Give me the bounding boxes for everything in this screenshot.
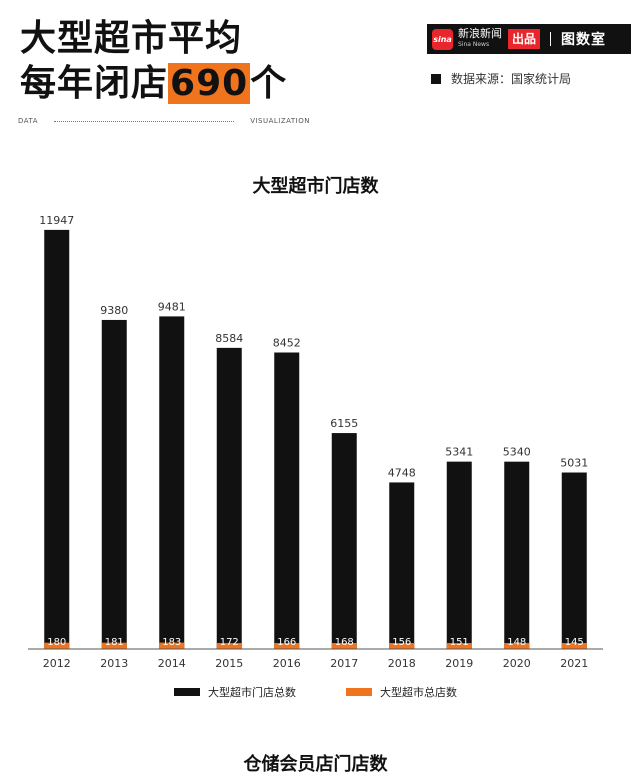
bar-closed-2014 [159, 642, 185, 649]
x-tick-2015: 2015 [215, 657, 243, 670]
data-label-closed-2021: 145 [565, 637, 584, 648]
data-label-total-2018: 4748 [388, 466, 416, 479]
bar-total-2020 [504, 461, 530, 649]
bar-total-2013 [101, 319, 127, 649]
data-label-total-2017: 6155 [330, 417, 358, 430]
sina-brand-en: Sina News [458, 41, 490, 48]
bar-closed-2012 [44, 642, 70, 649]
bar-total-2014 [159, 316, 185, 649]
headline-suffix: 个 [250, 63, 288, 104]
data-label-total-2015: 8584 [215, 332, 243, 345]
bar-total-2019 [446, 461, 472, 649]
data-label-closed-2013: 181 [105, 637, 124, 648]
headline-highlight-number: 690 [168, 63, 251, 104]
bar-closed-2015 [216, 642, 242, 649]
brand-bar: sina 新浪新闻 Sina News 出品 图数室 [427, 24, 631, 54]
legend-swatch-total [174, 688, 200, 696]
headline-prefix: 每年闭店 [20, 63, 169, 104]
bar-closed-2016 [274, 643, 300, 649]
headline-line-2: 每年闭店690个 [20, 61, 287, 106]
data-label-total-2020: 5340 [503, 446, 531, 459]
tag-visualization: VISUALIZATION [250, 117, 310, 125]
bar-closed-2018 [389, 643, 415, 649]
legend-swatch-closed [346, 688, 372, 696]
bar-closed-2013 [101, 642, 127, 649]
chart-title: 大型超市门店数 [252, 176, 379, 197]
legend-label-closed: 大型超市总店数 [380, 686, 457, 699]
x-tick-2018: 2018 [388, 657, 416, 670]
sina-brand-text: 新浪新闻 Sina News [458, 28, 502, 50]
next-chart-title: 仓储会员店门店数 [243, 754, 388, 775]
chupin-badge: 出品 [508, 29, 541, 49]
data-label-total-2012: 11947 [39, 214, 74, 227]
data-label-total-2014: 9481 [158, 300, 186, 313]
x-tick-2016: 2016 [273, 657, 301, 670]
bar-closed-2020 [504, 643, 530, 649]
tag-row: DATA VISUALIZATION [18, 117, 310, 127]
legend-label-total: 大型超市门店总数 [208, 686, 296, 699]
data-label-closed-2018: 156 [392, 637, 411, 648]
legend-item-total: 大型超市门店总数 [174, 684, 296, 700]
x-tick-2017: 2017 [330, 657, 358, 670]
bar-closed-2017 [331, 643, 357, 649]
data-label-closed-2020: 148 [507, 637, 526, 648]
data-label-closed-2019: 151 [450, 637, 469, 648]
data-label-closed-2014: 183 [162, 637, 181, 648]
legend-item-closed: 大型超市总店数 [346, 684, 457, 700]
data-source-text: 数据来源：国家统计局 [451, 72, 572, 86]
sina-logo-icon: sina [432, 28, 453, 50]
bar-total-2021 [561, 472, 587, 649]
data-label-total-2021: 5031 [560, 457, 588, 470]
data-source: 数据来源：国家统计局 [431, 70, 571, 87]
x-tick-2019: 2019 [445, 657, 473, 670]
tag-data: DATA [18, 117, 39, 125]
bar-total-2015 [216, 347, 242, 649]
data-label-closed-2015: 172 [220, 637, 239, 648]
bar-chart: 11947 180 2012 9380 181 2013 9481 183 2014 8584 17… [28, 214, 603, 670]
bar-total-2018 [389, 482, 415, 649]
brand-separator [550, 32, 552, 46]
data-label-total-2016: 8452 [273, 336, 301, 349]
bar-total-2012 [44, 229, 70, 649]
bar-closed-2021 [561, 643, 587, 649]
bar-closed-2019 [446, 643, 472, 649]
data-label-closed-2017: 168 [335, 637, 354, 648]
bar-total-2017 [331, 433, 357, 649]
bar-total-2016 [274, 352, 300, 649]
x-tick-2020: 2020 [503, 657, 531, 670]
x-tick-2012: 2012 [43, 657, 71, 670]
data-label-closed-2016: 166 [277, 637, 296, 648]
x-tick-2013: 2013 [100, 657, 128, 670]
data-label-total-2013: 9380 [100, 304, 128, 317]
x-tick-2014: 2014 [158, 657, 186, 670]
sina-brand-cn: 新浪新闻 [458, 27, 502, 40]
data-label-total-2019: 5341 [445, 446, 473, 459]
headline-line-1: 大型超市平均 [20, 18, 243, 59]
headline: 大型超市平均 每年闭店690个 [20, 16, 287, 106]
chart-legend: 大型超市门店总数 大型超市总店数 [0, 684, 631, 700]
dotted-divider [54, 121, 234, 122]
x-tick-2021: 2021 [560, 657, 588, 670]
data-label-closed-2012: 180 [47, 637, 66, 648]
tushi-logo: 图数室 [561, 32, 607, 48]
square-bullet-icon [431, 73, 441, 84]
